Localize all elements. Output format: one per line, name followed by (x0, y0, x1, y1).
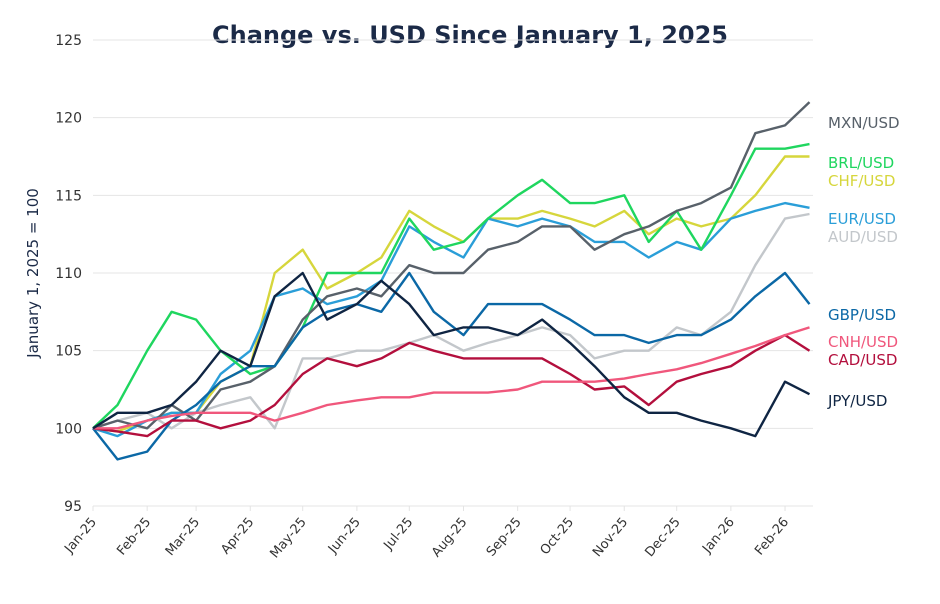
x-tick-label: Feb-26 (752, 515, 792, 559)
series-label: MXN/USD (828, 114, 900, 132)
y-tick-label: 115 (55, 188, 82, 204)
series-label: GBP/USD (828, 306, 896, 324)
series-line-jpy-usd (92, 271, 811, 438)
x-tick-label: Aug-25 (429, 515, 470, 560)
series-label: JPY/USD (827, 392, 887, 410)
chart-title: Change vs. USD Since January 1, 2025 (212, 21, 728, 49)
series-label: CNH/USD (828, 333, 898, 351)
x-tick-label: Jan-26 (699, 515, 738, 557)
y-tick-label: 95 (64, 499, 82, 515)
x-tick-label: Mar-25 (163, 515, 203, 559)
x-tick-label: Jan-25 (61, 515, 100, 557)
y-tick-label: 100 (55, 421, 82, 437)
series-label: CAD/USD (828, 351, 897, 369)
series-line-gbp-usd (92, 271, 811, 461)
x-tick-label: Oct-25 (538, 515, 578, 558)
x-tick-label: Nov-25 (590, 515, 631, 560)
series-line-cad-usd (92, 333, 811, 438)
series-label: AUD/USD (828, 228, 898, 246)
x-tick-label: Sep-25 (484, 515, 525, 560)
x-tick-label: Dec-25 (642, 515, 683, 560)
series-label: EUR/USD (828, 210, 896, 228)
x-tick-label: Apr-25 (218, 515, 257, 558)
x-tick-label: May-25 (267, 515, 309, 561)
series-line-aud-usd (92, 212, 810, 430)
series-label: BRL/USD (828, 154, 894, 172)
y-tick-label: 105 (55, 344, 82, 360)
x-tick-label: Feb-25 (114, 515, 154, 559)
series-line-brl-usd (92, 142, 810, 430)
y-axis-label: January 1, 2025 = 100 (24, 188, 42, 359)
y-tick-label: 110 (55, 266, 82, 282)
y-tick-label: 125 (55, 33, 82, 49)
y-tick-label: 120 (55, 111, 82, 127)
x-tick-label: Jun-25 (325, 515, 364, 557)
series-line-mxn-usd (92, 101, 811, 430)
series-line-cnh-usd (93, 326, 810, 430)
x-tick-label: Jul-25 (381, 515, 417, 554)
series-label: CHF/USD (828, 172, 896, 190)
series-line-chf-usd (92, 155, 810, 433)
